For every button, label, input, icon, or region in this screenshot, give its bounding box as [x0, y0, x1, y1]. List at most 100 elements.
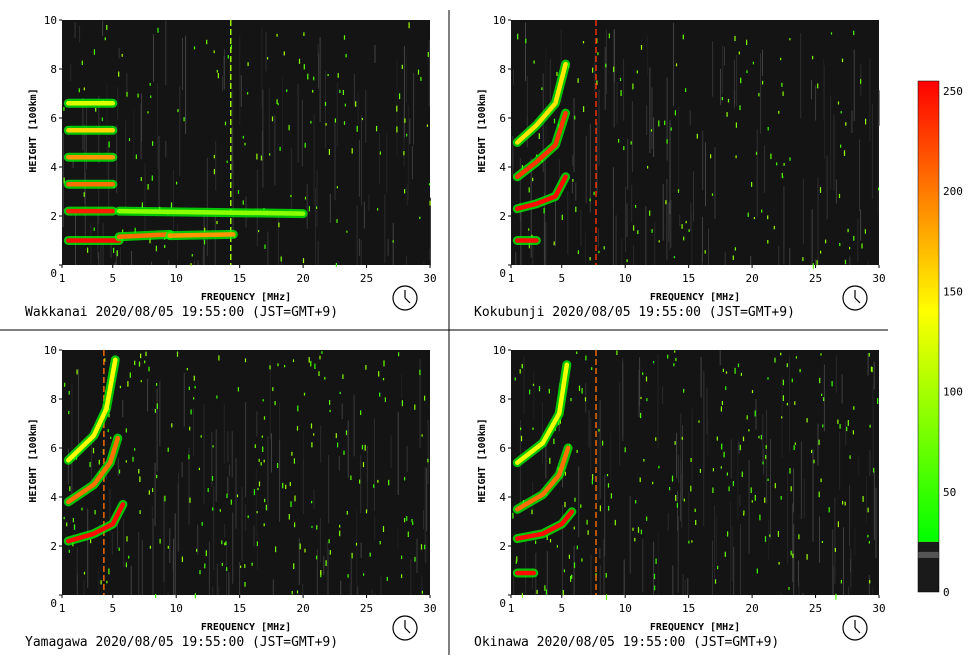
echo-speckle	[549, 458, 550, 464]
echo-speckle	[90, 462, 91, 467]
clock-icon	[843, 616, 867, 640]
y-axis-label: HEIGHT [100km]	[477, 418, 488, 502]
echo-speckle	[761, 435, 762, 439]
echo-speckle	[424, 545, 425, 550]
echo-speckle	[740, 78, 741, 84]
noise-streak	[279, 440, 280, 522]
echo-speckle	[767, 215, 768, 219]
noise-streak	[153, 518, 154, 595]
noise-streak	[152, 506, 153, 517]
echo-speckle	[717, 437, 718, 441]
echo-trace-wakkanai-8	[119, 211, 303, 214]
echo-speckle	[325, 102, 326, 106]
noise-streak	[302, 584, 303, 595]
noise-streak	[173, 169, 174, 229]
echo-speckle	[674, 256, 675, 258]
echo-speckle	[869, 580, 870, 584]
echo-speckle	[264, 499, 265, 502]
echo-speckle	[691, 458, 692, 462]
noise-streak	[232, 431, 233, 477]
noise-streak	[429, 40, 430, 106]
noise-streak	[116, 251, 117, 266]
noise-streak	[712, 41, 713, 96]
echo-speckle	[532, 428, 533, 431]
echo-speckle	[638, 527, 639, 533]
x-tick-label: 10	[170, 602, 183, 615]
noise-streak	[125, 120, 126, 210]
echo-speckle	[819, 492, 820, 498]
echo-speckle	[105, 37, 106, 40]
echo-speckle	[592, 68, 593, 73]
noise-streak	[182, 462, 183, 478]
echo-speckle	[258, 230, 259, 232]
noise-streak	[361, 240, 362, 265]
noise-streak	[610, 432, 611, 482]
noise-streak	[874, 362, 875, 389]
echo-speckle	[106, 581, 107, 584]
echo-speckle	[192, 254, 193, 256]
echo-speckle	[577, 546, 578, 550]
noise-streak	[676, 433, 677, 478]
echo-speckle	[682, 224, 683, 229]
echo-speckle	[669, 487, 670, 490]
noise-streak	[267, 232, 268, 265]
echo-speckle	[385, 397, 386, 402]
echo-speckle	[850, 455, 851, 459]
echo-speckle	[337, 443, 338, 448]
echo-speckle	[408, 532, 409, 537]
echo-speckle	[676, 63, 677, 66]
echo-speckle	[600, 505, 601, 511]
noise-streak	[801, 442, 802, 519]
noise-streak	[408, 106, 409, 201]
echo-speckle	[845, 122, 846, 126]
noise-streak	[757, 130, 758, 218]
echo-speckle	[238, 387, 239, 391]
noise-streak	[119, 48, 120, 58]
echo-speckle	[343, 451, 344, 455]
noise-streak	[667, 78, 668, 161]
noise-streak	[599, 548, 600, 559]
noise-streak	[216, 429, 217, 502]
echo-speckle	[868, 508, 869, 513]
echo-speckle	[690, 486, 691, 492]
noise-streak	[359, 140, 360, 197]
echo-speckle	[119, 548, 120, 551]
noise-streak	[406, 57, 407, 102]
noise-streak	[98, 567, 99, 595]
echo-speckle	[678, 189, 679, 193]
echo-speckle	[217, 70, 218, 73]
echo-speckle	[765, 455, 766, 459]
noise-streak	[627, 139, 628, 190]
noise-streak	[63, 133, 64, 227]
echo-speckle	[727, 112, 728, 117]
echo-speckle	[700, 469, 701, 473]
echo-speckle	[220, 509, 221, 512]
echo-speckle	[294, 496, 295, 502]
x-tick-label: 25	[809, 272, 822, 285]
noise-streak	[649, 68, 650, 154]
echo-speckle	[775, 483, 776, 488]
echo-speckle	[822, 541, 823, 543]
echo-speckle	[861, 243, 862, 248]
x-tick-label: 20	[745, 272, 758, 285]
echo-speckle	[148, 184, 149, 190]
y-tick-label: 8	[499, 63, 506, 76]
echo-speckle	[309, 357, 310, 363]
echo-speckle	[128, 556, 129, 559]
noise-streak	[356, 510, 357, 595]
echo-speckle	[565, 472, 566, 476]
echo-speckle	[837, 420, 838, 424]
echo-speckle	[344, 35, 345, 39]
echo-speckle	[516, 560, 517, 563]
noise-streak	[567, 192, 568, 255]
noise-streak	[792, 504, 793, 582]
echo-speckle	[319, 356, 320, 360]
echo-speckle	[297, 426, 298, 431]
echo-speckle	[110, 437, 111, 439]
echo-speckle	[553, 439, 554, 445]
noise-streak	[703, 458, 704, 526]
noise-streak	[572, 155, 573, 166]
noise-streak	[335, 122, 336, 200]
noise-streak	[598, 228, 599, 247]
